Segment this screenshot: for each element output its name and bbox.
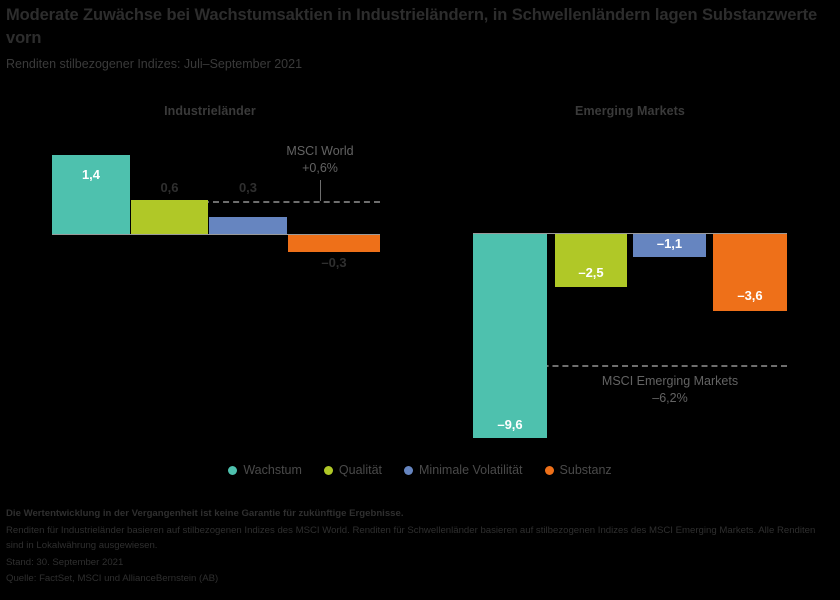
bar-value-emerging-qualitaet: –2,5: [578, 265, 604, 280]
legend-item-substanz[interactable]: Substanz: [544, 463, 612, 477]
footnote-disclaimer: Die Wertentwicklung in der Vergangenheit…: [6, 508, 404, 519]
plot-area-emerging: MSCI Emerging Markets –6,2% –9,6 –2,5 –1…: [420, 95, 840, 455]
page-title: Moderate Zuwächse bei Wachstumsaktien in…: [6, 6, 818, 48]
bar-value-developed-wachstum: 1,4: [81, 167, 101, 182]
legend-dot-icon-minvol: [404, 465, 414, 475]
benchmark-name-developed: MSCI World: [286, 144, 354, 158]
bar-value-developed-qualitaet: 0,6: [160, 180, 179, 195]
footnote-asof: Stand: 30. September 2021: [6, 556, 124, 568]
legend-label-qualitaet: Qualität: [338, 463, 383, 477]
chart-legend: Wachstum Qualität Minimale Volatilität S…: [0, 463, 840, 477]
legend-label-minvol: Minimale Volatilität: [419, 463, 523, 477]
benchmark-label-emerging: MSCI Emerging Markets –6,2%: [540, 373, 800, 407]
benchmark-line-developed: [52, 201, 380, 203]
bar-value-emerging-substanz: –3,6: [737, 288, 763, 303]
bar-emerging-substanz[interactable]: [713, 234, 787, 311]
bar-value-developed-substanz: –0,3: [321, 255, 347, 270]
bar-emerging-qualitaet[interactable]: [555, 234, 627, 287]
bar-value-emerging-minvol: –1,1: [656, 236, 683, 251]
zero-axis-line-developed: [52, 234, 380, 235]
bar-developed-substanz[interactable]: [288, 235, 380, 252]
legend-label-substanz: Substanz: [559, 463, 612, 477]
panel-developed-markets: Industrieländer MSCI World +0,6% 1,4 0,6…: [0, 95, 420, 455]
bar-developed-qualitaet[interactable]: [131, 200, 208, 234]
benchmark-name-emerging: MSCI Emerging Markets: [601, 374, 739, 388]
bar-emerging-minvol[interactable]: [633, 234, 706, 257]
bar-developed-wachstum[interactable]: [52, 155, 130, 234]
legend-label-wachstum: Wachstum: [243, 463, 302, 477]
zero-axis-line-emerging: [473, 233, 787, 234]
footnote-note: Renditen für Industrieländer basieren au…: [6, 524, 816, 552]
page-subtitle: Renditen stilbezogener Indizes: Juli–Sep…: [6, 56, 303, 71]
panel-title-emerging: Emerging Markets: [575, 104, 685, 118]
legend-item-minvol[interactable]: Minimale Volatilität: [404, 463, 523, 477]
legend-dot-icon-substanz: [544, 465, 554, 475]
chart-footnotes: Die Wertentwicklung in der Vergangenheit…: [6, 506, 834, 588]
benchmark-line-emerging: [473, 365, 787, 367]
benchmark-value-emerging: –6,2%: [652, 390, 688, 405]
footnote-source: Quelle: FactSet, MSCI und AllianceBernst…: [6, 573, 219, 585]
bar-value-developed-minvol: 0,3: [238, 180, 258, 195]
chart-header: Moderate Zuwächse bei Wachstumsaktien in…: [6, 4, 834, 72]
legend-dot-icon-wachstum: [228, 465, 238, 475]
panel-emerging-markets: Emerging Markets MSCI Emerging Markets –…: [420, 95, 840, 455]
legend-item-qualitaet[interactable]: Qualität: [323, 463, 383, 477]
benchmark-value-developed: +0,6%: [302, 160, 338, 175]
bar-developed-minvol[interactable]: [209, 217, 287, 234]
bar-value-emerging-wachstum: –9,6: [497, 417, 523, 432]
benchmark-label-developed: MSCI World +0,6%: [240, 143, 400, 177]
panel-title-developed: Industrieländer: [164, 104, 256, 118]
benchmark-leader-developed: [320, 180, 321, 201]
legend-dot-icon-qualitaet: [323, 465, 333, 475]
legend-item-wachstum[interactable]: Wachstum: [228, 463, 302, 477]
plot-area-developed: MSCI World +0,6% 1,4 0,6 0,3 –0,3: [0, 95, 420, 455]
bar-emerging-wachstum[interactable]: [473, 234, 547, 438]
